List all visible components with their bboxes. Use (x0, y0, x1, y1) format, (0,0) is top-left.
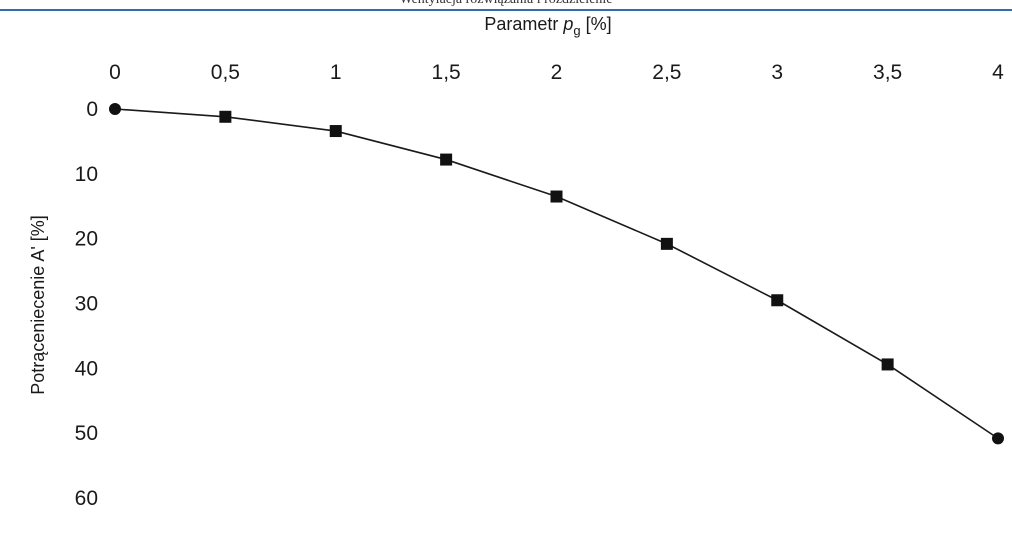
x-tick-label: 2 (551, 61, 563, 84)
series-line (114, 108, 999, 440)
y-tick-label: 10 (75, 163, 98, 186)
x-tick-label: 1 (330, 61, 342, 84)
y-tick-label: 40 (75, 357, 98, 380)
top-rule (0, 9, 1012, 11)
x-axis-title: Parametr pg [%] (484, 14, 611, 38)
data-point (881, 358, 894, 371)
y-tick-label: 30 (75, 293, 98, 316)
x-tick-label: 4 (992, 61, 1004, 84)
header-text: Wentylacja rozwiązania i rozdzielenie (0, 0, 1012, 8)
y-tick-labels: 0 10 20 30 40 50 60 (75, 98, 98, 510)
y-tick-label: 60 (75, 487, 98, 510)
data-point (771, 294, 784, 307)
x-tick-label: 3,5 (873, 61, 902, 84)
data-point (660, 237, 673, 250)
y-tick-label: 20 (75, 228, 98, 251)
x-tick-label: 0 (109, 61, 121, 84)
series-group (109, 103, 1004, 445)
data-point (329, 125, 342, 138)
y-tick-label: 0 (86, 98, 98, 121)
x-axis-title-symbol: p (562, 14, 573, 34)
data-point (440, 153, 453, 166)
data-point (550, 190, 563, 203)
x-tick-label: 0,5 (211, 61, 240, 84)
data-point (219, 110, 232, 123)
y-tick-label: 50 (75, 422, 98, 445)
y-axis-title: Potrąceniecenie A' [%] (28, 215, 48, 395)
x-tick-label: 3 (771, 61, 783, 84)
x-tick-label: 2,5 (652, 61, 681, 84)
x-tick-label: 1,5 (432, 61, 461, 84)
x-axis-title-subscript: g (573, 23, 580, 38)
x-tick-labels: 0 0,5 1 1,5 2 2,5 3 3,5 4 (109, 61, 1004, 84)
x-axis-title-main: Parametr (484, 14, 563, 34)
data-point (992, 432, 1004, 445)
x-axis-title-unit: [%] (581, 14, 612, 34)
data-point (109, 103, 121, 115)
